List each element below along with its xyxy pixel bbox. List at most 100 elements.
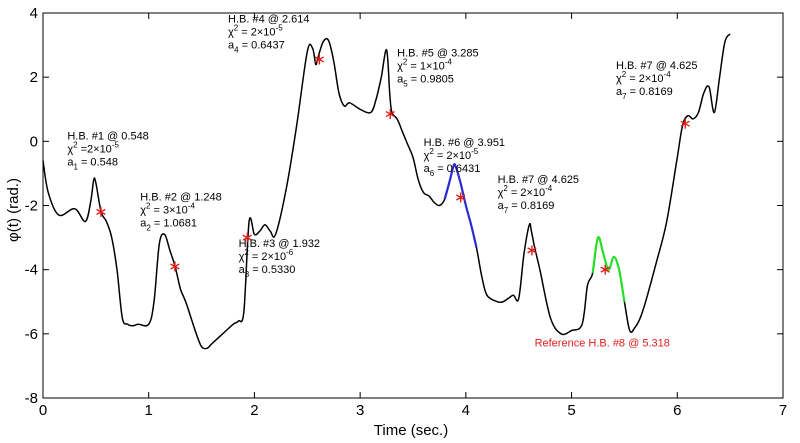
- annotation-sup: -5: [276, 24, 284, 33]
- annotation-sub: 6: [430, 169, 435, 178]
- annotation-line: χ2 = 2×10-4: [616, 70, 671, 85]
- annotation-sub: 5: [403, 79, 408, 88]
- marker-stroke: [96, 208, 106, 216]
- annotation-line: a2 = 1.0681: [140, 218, 197, 233]
- annotation-line: a3 = 0.5330: [239, 264, 296, 279]
- y-tick-label: 0: [30, 133, 38, 150]
- annotation-text: = 2×10: [434, 150, 471, 162]
- x-tick-label: 6: [673, 402, 681, 419]
- annotation-sub: 1: [73, 163, 78, 172]
- annotation-line: H.B. #7 @ 4.625: [616, 60, 698, 72]
- y-tick-label: -4: [25, 262, 38, 279]
- annotation-line: a6 = 0.6431: [424, 163, 481, 178]
- y-axis-label: φ(t) (rad.): [5, 178, 22, 242]
- annotation-line: χ2 = 2×10-6: [239, 248, 294, 263]
- annotation: Reference H.B. #8 @ 5.318: [535, 338, 670, 350]
- annotation-text: = 1×10: [407, 60, 444, 72]
- x-tick-label: 5: [567, 402, 575, 419]
- hb-marker: [170, 261, 180, 272]
- annotation-sup: -4: [445, 57, 453, 66]
- x-tick-label: 7: [779, 402, 787, 419]
- annotation-line: Reference H.B. #8 @ 5.318: [535, 338, 670, 350]
- y-tick-label: 2: [30, 69, 38, 86]
- annotation-text: χ: [228, 27, 234, 39]
- annotation-sup: 2: [146, 202, 151, 211]
- annotation-line: H.B. #6 @ 3.951: [424, 137, 506, 149]
- annotation-line: H.B. #2 @ 1.248: [140, 192, 222, 204]
- annotation-sup: -4: [545, 184, 553, 193]
- hb-marker: [455, 192, 466, 203]
- annotation-sup: 2: [234, 24, 239, 33]
- annotation-text: = 2×10: [626, 73, 663, 85]
- annotation-sup: -5: [471, 147, 479, 156]
- annotation-line: a5 = 0.9805: [397, 73, 454, 88]
- marker-stroke: [455, 194, 466, 201]
- annotation-sub: 7: [622, 92, 627, 101]
- annotation-line: H.B. #7 @ 4.625: [498, 174, 579, 186]
- annotation-text: =2×10: [78, 144, 112, 156]
- annotation-line: H.B. #1 @ 0.548: [67, 131, 149, 143]
- annotation-sup: -5: [112, 141, 120, 150]
- hb-marker: [527, 245, 537, 256]
- x-axis-label: Time (sec.): [374, 422, 448, 439]
- annotation-text: χ: [239, 251, 245, 263]
- annotation-line: a1 = 0.548: [67, 157, 118, 172]
- annotation-text: H.B. #2 @ 1.248: [140, 192, 222, 204]
- annotation-line: χ2 =2×10-5: [67, 141, 119, 156]
- annotation-text: χ: [616, 73, 622, 85]
- annotation-line: a7 = 0.8169: [498, 200, 555, 215]
- annotation-sup: 2: [403, 57, 408, 66]
- annotation-text: a: [228, 40, 235, 52]
- annotation-text: = 0.9805: [408, 73, 454, 85]
- annotation-text: a: [424, 163, 431, 175]
- hb-marker: [385, 109, 395, 120]
- hb-marker: [242, 232, 252, 243]
- annotation-text: = 0.6437: [239, 40, 285, 52]
- annotation-text: a: [397, 73, 404, 85]
- annotation-text: a: [140, 218, 147, 230]
- marker-stroke: [680, 120, 690, 127]
- y-tick-label: -6: [25, 326, 38, 343]
- series-line-1: [443, 162, 478, 248]
- hb-marker: [314, 54, 325, 65]
- annotation-text: a: [239, 264, 246, 276]
- annotation-text: = 0.6431: [434, 163, 480, 175]
- series-line-2: [591, 236, 626, 302]
- annotation-sup: 2: [622, 70, 627, 79]
- annotation-line: χ2 = 2×10-4: [498, 184, 553, 199]
- annotation-line: a4 = 0.6437: [228, 40, 285, 55]
- annotation-text: χ: [140, 205, 146, 217]
- marker-stroke: [527, 247, 537, 254]
- annotation-sub: 3: [245, 270, 250, 279]
- x-tick-label: 0: [39, 402, 47, 419]
- marker-stroke: [170, 263, 180, 270]
- y-tick-label: -8: [25, 390, 38, 407]
- annotation-text: χ: [397, 60, 403, 72]
- annotation-text: H.B. #1 @ 0.548: [67, 131, 149, 143]
- annotation-text: = 0.548: [78, 157, 118, 169]
- annotation-text: a: [616, 86, 623, 98]
- annotation-line: H.B. #3 @ 1.932: [239, 238, 320, 250]
- annotation-line: H.B. #4 @ 2.614: [228, 14, 310, 26]
- annotation-text: a: [498, 200, 505, 212]
- annotation-text: = 3×10: [150, 205, 187, 217]
- x-tick-label: 3: [356, 402, 364, 419]
- marker-stroke: [314, 56, 325, 63]
- annotation-text: χ: [498, 187, 504, 199]
- annotation-text: H.B. #7 @ 4.625: [498, 174, 579, 186]
- x-tick-label: 4: [462, 402, 470, 419]
- annotation-sup: -4: [664, 70, 672, 79]
- annotation-text: H.B. #4 @ 2.614: [228, 14, 310, 26]
- annotation-line: χ2 = 1×10-4: [397, 57, 452, 72]
- marker-stroke: [385, 110, 395, 118]
- annotation-text: = 0.8169: [508, 200, 554, 212]
- marker-stroke: [242, 234, 252, 241]
- hb-marker: [600, 264, 610, 275]
- y-tick-label: -2: [25, 198, 38, 215]
- x-tick-label: 2: [250, 402, 258, 419]
